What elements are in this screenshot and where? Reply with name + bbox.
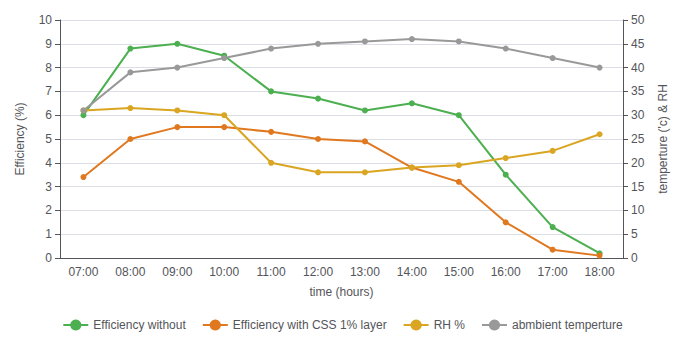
svg-text:5: 5 <box>631 227 638 241</box>
svg-text:0: 0 <box>45 251 52 265</box>
svg-text:30: 30 <box>631 108 645 122</box>
svg-text:2: 2 <box>45 203 52 217</box>
svg-text:15: 15 <box>631 180 645 194</box>
svg-text:4: 4 <box>45 156 52 170</box>
svg-text:Efficiency (%): Efficiency (%) <box>13 102 27 175</box>
svg-text:18:00: 18:00 <box>585 265 615 279</box>
svg-text:time (hours): time (hours) <box>309 285 373 299</box>
svg-text:10: 10 <box>39 13 53 27</box>
svg-text:Efficiency with CSS 1% layer: Efficiency with CSS 1% layer <box>233 318 387 332</box>
svg-text:15:00: 15:00 <box>444 265 474 279</box>
svg-text:13:00: 13:00 <box>350 265 380 279</box>
svg-text:20: 20 <box>631 156 645 170</box>
svg-text:3: 3 <box>45 180 52 194</box>
svg-text:temperture ('c) & RH: temperture ('c) & RH <box>656 84 670 194</box>
svg-text:09:00: 09:00 <box>162 265 192 279</box>
svg-text:10: 10 <box>631 203 645 217</box>
svg-text:6: 6 <box>45 108 52 122</box>
svg-text:12:00: 12:00 <box>303 265 333 279</box>
svg-text:14:00: 14:00 <box>397 265 427 279</box>
svg-text:25: 25 <box>631 132 645 146</box>
svg-text:7: 7 <box>45 84 52 98</box>
svg-text:35: 35 <box>631 84 645 98</box>
svg-text:17:00: 17:00 <box>538 265 568 279</box>
svg-text:5: 5 <box>45 132 52 146</box>
svg-text:08:00: 08:00 <box>115 265 145 279</box>
svg-text:45: 45 <box>631 37 645 51</box>
svg-text:8: 8 <box>45 61 52 75</box>
svg-text:50: 50 <box>631 13 645 27</box>
svg-text:9: 9 <box>45 37 52 51</box>
svg-text:16:00: 16:00 <box>491 265 521 279</box>
svg-text:10:00: 10:00 <box>209 265 239 279</box>
svg-text:Efficiency without: Efficiency without <box>93 318 186 332</box>
svg-text:07:00: 07:00 <box>68 265 98 279</box>
svg-text:RH %: RH % <box>434 318 466 332</box>
svg-text:0: 0 <box>631 251 638 265</box>
svg-text:40: 40 <box>631 61 645 75</box>
svg-text:abmbient temperture: abmbient temperture <box>512 318 623 332</box>
svg-text:1: 1 <box>45 227 52 241</box>
svg-text:11:00: 11:00 <box>257 265 286 279</box>
